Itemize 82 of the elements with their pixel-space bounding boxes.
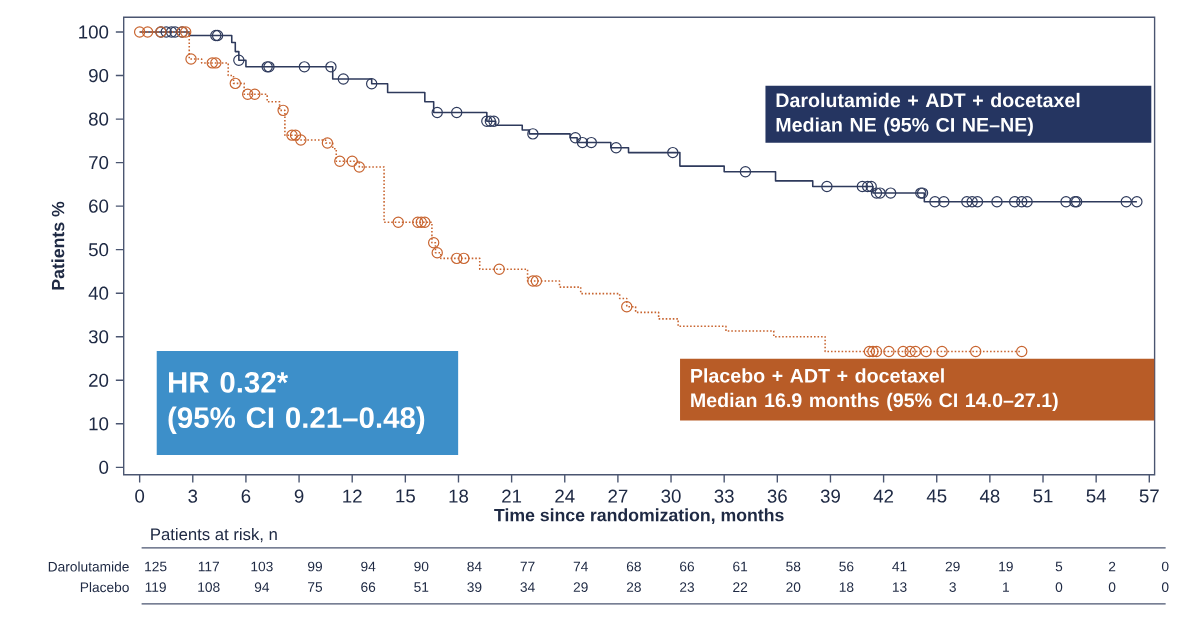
y-axis-title: Patients %: [51, 202, 65, 290]
y-tick-label: 90: [89, 69, 109, 83]
text: 18: [839, 582, 854, 593]
text: 13: [892, 582, 907, 593]
x-tick-label: 51: [1033, 489, 1053, 503]
y-tick-label: 60: [89, 199, 109, 213]
x-tick-label: 21: [502, 489, 522, 503]
text: 20: [786, 582, 801, 593]
x-tick-label: 3: [188, 489, 198, 503]
text: 58: [786, 561, 801, 572]
x-tick-label: 0: [135, 489, 145, 503]
y-tick-label: 20: [89, 373, 109, 388]
x-tick-label: 30: [661, 489, 681, 503]
text: Patients at risk, n: [151, 528, 277, 543]
text: 41: [892, 562, 907, 572]
x-tick-label: 15: [396, 489, 415, 503]
x-tick-label: 24: [555, 489, 575, 503]
text: 84: [467, 561, 482, 572]
y-tick-label: 10: [89, 417, 109, 431]
x-tick-label: 27: [608, 489, 628, 503]
text: 0: [1055, 582, 1063, 593]
text: 51: [414, 582, 429, 593]
text: Darolutamide + ADT + docetaxel: [776, 93, 1080, 108]
x-tick-label: 9: [294, 489, 304, 503]
x-axis-title: Time since randomization, months: [494, 508, 784, 525]
x-tick-label: 54: [1086, 489, 1106, 503]
text: 74: [573, 562, 588, 572]
x-tick-label: 42: [873, 489, 894, 503]
text: 117: [198, 562, 219, 572]
text: 1: [1003, 582, 1009, 593]
text: 56: [839, 561, 854, 572]
text: 119: [145, 582, 166, 593]
y-tick-label: 80: [88, 112, 109, 126]
x-tick-label: 33: [714, 489, 734, 503]
text: 99: [308, 561, 322, 572]
y-tick-label: 70: [89, 156, 109, 170]
text: 3: [949, 582, 956, 593]
text: Placebo: [80, 582, 129, 593]
text: 0: [1108, 582, 1116, 593]
x-tick-label: 39: [820, 489, 840, 503]
text: 28: [626, 582, 641, 593]
series-label: Placebo + ADT + docetaxel: [691, 368, 944, 383]
annotation: (95% CI 0.21–0.48): [168, 406, 425, 435]
text: 94: [254, 582, 270, 593]
annotation: HR 0.32*: [169, 372, 289, 394]
text: 75: [308, 582, 323, 593]
text: 77: [520, 562, 535, 572]
x-tick-label: 12: [343, 489, 362, 503]
text: 34: [520, 582, 535, 593]
text: 108: [198, 582, 220, 593]
text: 5: [1055, 561, 1063, 572]
y-tick-label: 30: [88, 330, 109, 344]
x-tick-label: 45: [926, 489, 947, 503]
x-tick-label: 48: [979, 489, 1000, 503]
text: 66: [361, 582, 376, 593]
text: 90: [414, 561, 429, 572]
text: 29: [573, 582, 588, 593]
y-tick-label: 100: [79, 25, 109, 39]
y-tick-label: 50: [88, 243, 109, 257]
text: 23: [680, 582, 695, 593]
text: 29: [945, 561, 960, 572]
text: 61: [733, 561, 748, 572]
x-tick-label: 57: [1139, 489, 1159, 503]
text: Darolutamide: [48, 561, 129, 572]
text: 0: [1161, 561, 1169, 572]
text: 39: [467, 582, 482, 593]
y-tick-label: 0: [99, 460, 109, 475]
annotation: Median 16.9 months (95% CI 14.0–27.1): [691, 393, 1058, 412]
text: 68: [626, 561, 641, 572]
x-tick-label: 6: [241, 489, 251, 503]
x-tick-label: 36: [767, 489, 787, 503]
annotation: Median NE (95% CI NE–NE): [776, 117, 1033, 136]
text: 94: [361, 561, 376, 572]
y-tick-label: 40: [88, 286, 109, 301]
text: 125: [145, 561, 167, 572]
text: 0: [1161, 582, 1169, 593]
text: 103: [251, 561, 273, 572]
text: 19: [999, 561, 1013, 572]
text: 22: [733, 582, 748, 593]
x-tick-label: 18: [449, 489, 469, 503]
text: 66: [680, 561, 695, 572]
text: 2: [1108, 561, 1116, 572]
